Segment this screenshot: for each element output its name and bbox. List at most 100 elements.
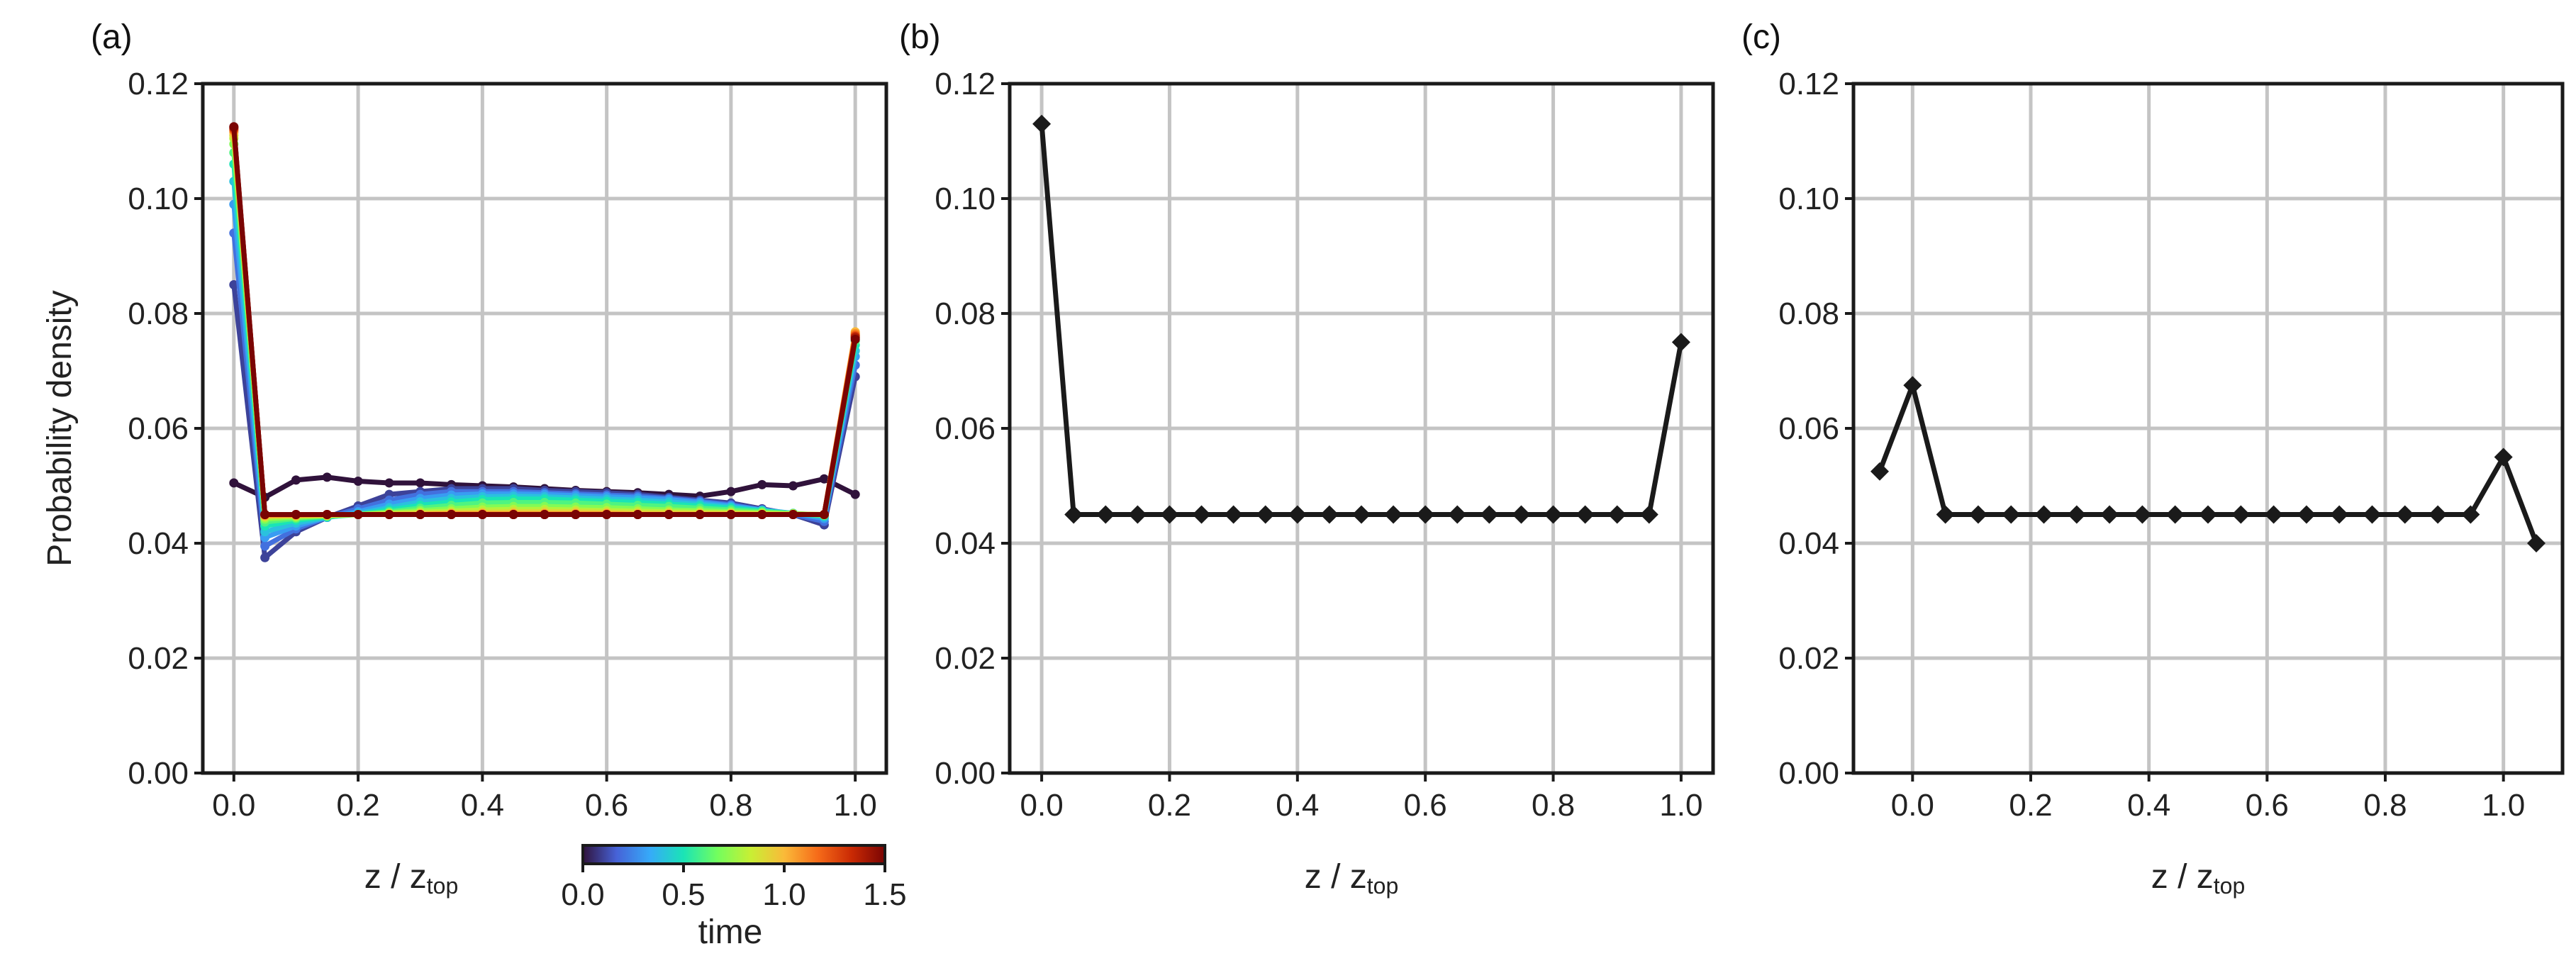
- y-tick-label-b-0: 0.00: [935, 756, 996, 791]
- panel-label-a: (a): [91, 18, 133, 56]
- x-axis-label-sub-b: top: [1367, 873, 1398, 899]
- data-point-c-4: [2002, 505, 2021, 524]
- data-point-c-5: [2034, 505, 2053, 524]
- x-axis-label-c: z / ztop: [2151, 858, 2246, 899]
- data-point-c-0: [1870, 462, 1889, 481]
- y-axis-label-a: Probability density: [41, 290, 79, 567]
- data-point-c-6: [2067, 505, 2086, 524]
- data-point-b-3: [1128, 505, 1147, 524]
- colorbar-bar: [581, 844, 886, 865]
- colorbar-tick-label-2: 1.0: [762, 877, 805, 912]
- data-point-c-11: [2231, 505, 2251, 524]
- data-point-b-18: [1607, 505, 1627, 524]
- y-tick-label-a-6: 0.12: [128, 67, 189, 101]
- panel-a: 0.0 0.2 0.4 0.6 0.8 1.0 0.00 0.02 0.04 0.06 0.08 0.…: [41, 18, 907, 951]
- x-axis-label-b: z / ztop: [1305, 858, 1399, 899]
- data-point-b-16: [1544, 505, 1563, 524]
- data-point-b-19: [1639, 505, 1658, 524]
- series-point-a-15-17: [757, 510, 767, 519]
- x-tick-label-c-2: 0.4: [2127, 788, 2170, 823]
- series-point-a-15-8: [477, 510, 487, 519]
- series-point-a-15-2: [291, 510, 301, 519]
- y-tick-label-a-2: 0.04: [128, 526, 189, 561]
- x-tick-label-b-2: 0.4: [1276, 788, 1319, 823]
- data-point-b-10: [1352, 505, 1371, 524]
- data-point-c-17: [2429, 505, 2448, 524]
- x-axis-label-main-a: z / z: [364, 858, 427, 896]
- x-axis-label-sub-c: top: [2214, 873, 2245, 899]
- panel-label-b: (b): [899, 18, 941, 56]
- x-axis-label-a: z / ztop: [364, 858, 459, 899]
- series-point-a-15-15: [695, 510, 705, 519]
- data-point-c-10: [2199, 505, 2217, 524]
- series-point-a-15-14: [664, 510, 674, 519]
- data-point-b-2: [1096, 505, 1115, 524]
- series-point-a-1-1: [260, 552, 270, 562]
- series-line-a-12: [231, 129, 858, 517]
- y-tick-label-c-3: 0.06: [1778, 411, 1839, 446]
- panel-label-c: (c): [1741, 18, 1781, 56]
- series-line-a-6: [231, 152, 858, 525]
- data-point-b-20: [1671, 333, 1690, 352]
- data-point-b-0: [1032, 114, 1052, 133]
- series-point-a-15-13: [632, 510, 642, 519]
- data-point-c-15: [2363, 505, 2382, 524]
- data-point-c-7: [2100, 505, 2119, 524]
- colorbar-label: time: [698, 913, 763, 951]
- series-point-a-15-19: [819, 510, 829, 519]
- x-axis-label-main-c: z / z: [2151, 858, 2214, 896]
- series-line-a-11: [231, 130, 858, 518]
- data-point-b-4: [1160, 505, 1179, 524]
- data-point-b-8: [1288, 505, 1307, 524]
- panel-b: 0.0 0.2 0.4 0.6 0.8 1.0 0.00 0.02 0.04 0.06 0.08 0.…: [899, 18, 1715, 899]
- x-tick-label-b-3: 0.6: [1404, 788, 1447, 823]
- data-point-c-16: [2395, 505, 2414, 524]
- x-tick-label-b-0: 0.0: [1020, 788, 1064, 823]
- data-point-c-1: [1903, 376, 1922, 395]
- x-tick-label-c-3: 0.6: [2246, 788, 2289, 823]
- data-point-b-14: [1480, 505, 1499, 524]
- data-point-b-9: [1320, 505, 1339, 524]
- series-point-a-0-2: [291, 475, 301, 485]
- y-tick-label-a-3: 0.06: [128, 411, 189, 446]
- x-tick-label-b-5: 1.0: [1659, 788, 1702, 823]
- data-point-c-13: [2297, 505, 2316, 524]
- data-point-b-17: [1576, 505, 1595, 524]
- data-point-b-13: [1448, 505, 1467, 524]
- series-point-a-0-17: [757, 479, 767, 489]
- series-point-a-0-16: [726, 487, 736, 496]
- series-point-a-0-5: [384, 478, 394, 488]
- data-point-b-11: [1384, 505, 1403, 524]
- x-axis-label-main-b: z / z: [1305, 858, 1367, 896]
- series-point-a-0-4: [353, 477, 363, 487]
- series-point-a-0-3: [322, 472, 332, 482]
- x-tick-label-c-4: 0.8: [2363, 788, 2407, 823]
- series-line-a-8: [231, 138, 858, 521]
- data-point-c-20: [2527, 534, 2546, 552]
- series-point-a-15-9: [508, 510, 518, 519]
- y-tick-label-a-0: 0.00: [128, 756, 189, 791]
- panel-c: 0.0 0.2 0.4 0.6 0.8 1.0 0.00 0.02 0.04 0.06 0.08 0.…: [1741, 18, 2565, 899]
- series-point-a-15-18: [788, 510, 798, 519]
- y-tick-label-c-1: 0.02: [1778, 641, 1839, 676]
- y-tick-label-c-0: 0.00: [1778, 756, 1839, 791]
- data-point-c-2: [1936, 505, 1955, 524]
- data-point-c-12: [2264, 505, 2283, 524]
- x-tick-label-c-0: 0.0: [1891, 788, 1934, 823]
- data-point-c-3: [1968, 505, 1987, 524]
- y-tick-label-a-4: 0.08: [128, 296, 189, 331]
- series-line-b: [1039, 123, 1684, 517]
- series-point-a-15-3: [322, 510, 332, 519]
- series-point-a-15-7: [447, 510, 457, 519]
- series-point-a-0-6: [416, 478, 425, 488]
- series-point-a-2-1: [260, 541, 270, 551]
- series-point-a-15-12: [602, 510, 612, 519]
- y-tick-label-c-5: 0.10: [1778, 182, 1839, 216]
- series-point-a-15-16: [726, 510, 736, 519]
- series-line-a-13: [231, 128, 858, 517]
- x-tick-label-a-5: 1.0: [834, 788, 877, 823]
- colorbar-tick-label-1: 0.5: [662, 877, 705, 912]
- data-point-c-9: [2165, 505, 2185, 524]
- x-tick-label-a-4: 0.8: [709, 788, 752, 823]
